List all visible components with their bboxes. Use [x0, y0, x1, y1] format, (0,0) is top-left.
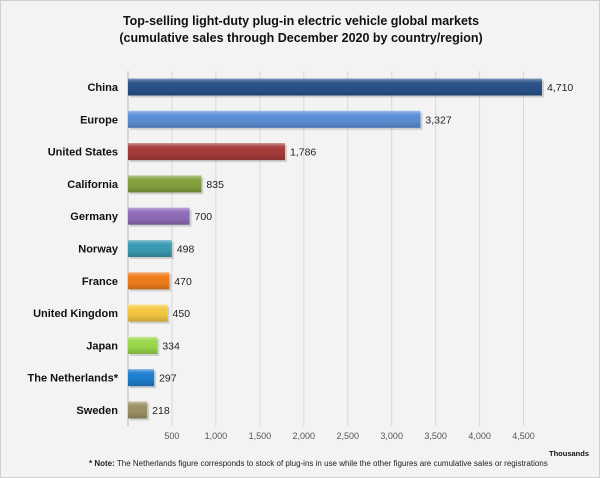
category-label: Germany	[70, 211, 119, 223]
x-tick-label: 1,500	[249, 431, 272, 441]
value-label: 835	[206, 179, 224, 191]
category-label: United Kingdom	[33, 308, 118, 320]
category-label: The Netherlands*	[28, 373, 119, 385]
bar-highlight	[128, 175, 202, 193]
category-label: Japan	[86, 340, 118, 352]
bar-highlight	[128, 336, 158, 354]
x-axis-label: Thousands	[549, 449, 590, 458]
category-label: United States	[48, 147, 118, 159]
value-label: 1,786	[290, 147, 316, 159]
value-label: 700	[195, 211, 213, 223]
category-label: China	[87, 82, 118, 94]
note-prefix: * Note:	[89, 459, 115, 468]
value-label: 218	[152, 405, 170, 417]
category-label: France	[82, 276, 118, 288]
value-label: 498	[177, 244, 195, 256]
category-label: California	[67, 179, 119, 191]
x-tick-label: 1,000	[205, 431, 228, 441]
chart-title: Top-selling light-duty plug-in electric …	[1, 13, 599, 47]
category-label: Sweden	[76, 405, 118, 417]
category-label: Europe	[80, 114, 118, 126]
subtitle-line: (cumulative sales through December 2020 …	[119, 31, 483, 45]
x-tick-label: 500	[164, 431, 179, 441]
value-label: 470	[174, 276, 192, 288]
bar-highlight	[128, 272, 170, 290]
footnote: * Note: The Netherlands figure correspon…	[89, 459, 548, 468]
x-tick-label: 4,000	[468, 431, 491, 441]
value-label: 4,710	[547, 82, 573, 94]
note-text: The Netherlands figure corresponds to st…	[116, 459, 548, 468]
bar-highlight	[128, 143, 285, 161]
bar-highlight	[128, 78, 542, 96]
bar-highlight	[128, 401, 148, 419]
bar-highlight	[128, 240, 172, 257]
bar-highlight	[128, 304, 168, 322]
value-label: 297	[159, 373, 177, 385]
x-tick-label: 2,500	[336, 431, 359, 441]
bar-highlight	[128, 110, 421, 128]
value-label: 450	[173, 308, 191, 320]
x-tick-label: 2,000	[293, 431, 316, 441]
value-label: 3,327	[425, 114, 451, 126]
category-label: Norway	[78, 244, 119, 256]
value-label: 334	[162, 340, 180, 352]
bar-highlight	[128, 369, 155, 387]
x-tick-label: 4,500	[512, 431, 535, 441]
x-tick-label: 3,000	[380, 431, 403, 441]
title-line: Top-selling light-duty plug-in electric …	[122, 14, 480, 28]
x-tick-label: 3,500	[424, 431, 447, 441]
bar-highlight	[128, 207, 190, 225]
